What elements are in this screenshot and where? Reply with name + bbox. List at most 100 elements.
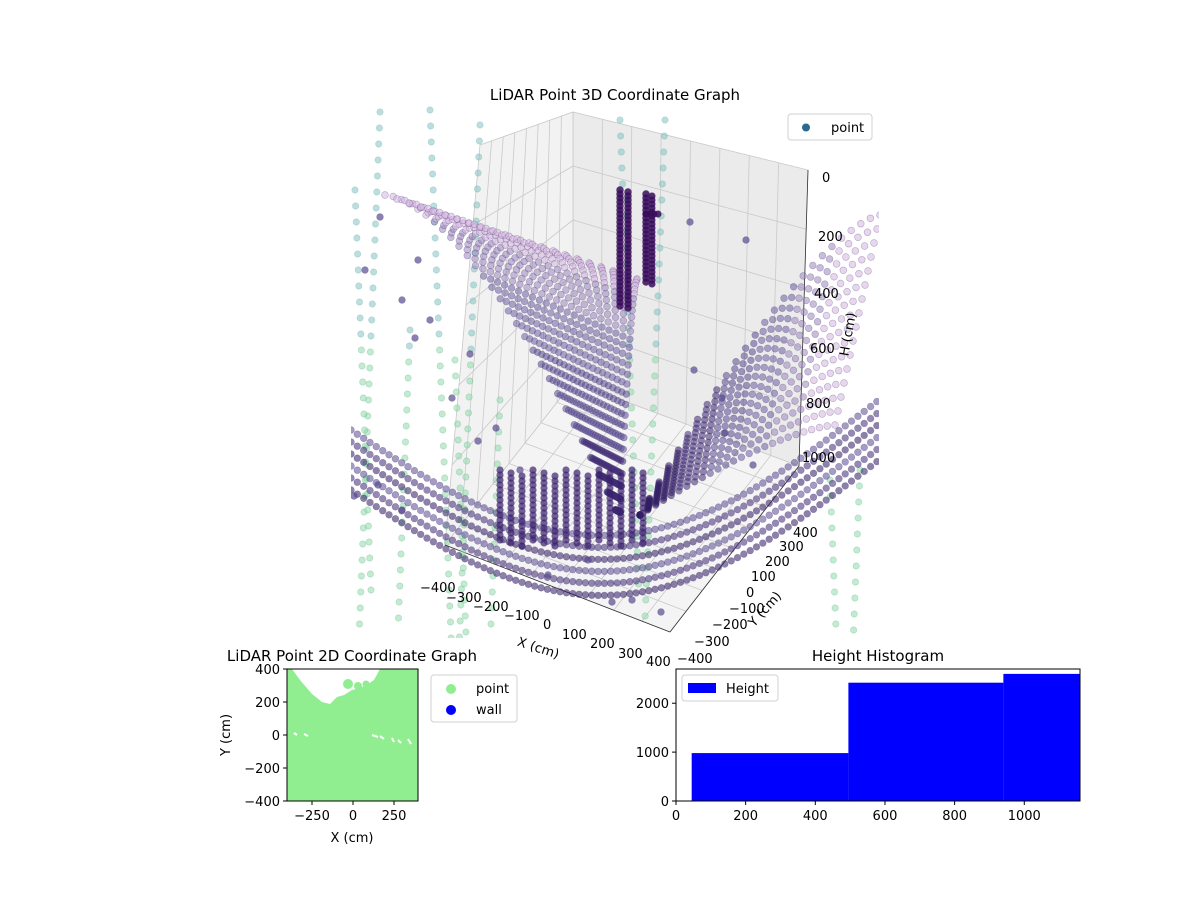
point-marker bbox=[600, 591, 609, 600]
point-marker bbox=[864, 267, 872, 275]
point-marker bbox=[579, 323, 588, 331]
point-marker bbox=[436, 481, 444, 490]
point-marker bbox=[366, 462, 374, 471]
point-marker bbox=[358, 556, 366, 564]
point-marker bbox=[474, 537, 482, 545]
point-marker bbox=[575, 590, 583, 598]
point-marker bbox=[499, 547, 507, 556]
point-marker bbox=[664, 522, 672, 530]
point-marker bbox=[373, 172, 381, 180]
point-marker bbox=[816, 477, 824, 485]
point-marker bbox=[373, 188, 381, 196]
point-marker bbox=[611, 313, 620, 322]
point-marker bbox=[741, 390, 749, 398]
point-marker bbox=[505, 574, 514, 582]
point-marker bbox=[714, 515, 723, 523]
point-marker bbox=[803, 486, 811, 494]
point-marker bbox=[722, 461, 730, 469]
point-marker bbox=[803, 474, 811, 482]
point-marker bbox=[455, 551, 463, 560]
point-marker bbox=[843, 288, 851, 296]
point-marker bbox=[518, 542, 526, 550]
point-marker bbox=[366, 348, 374, 356]
point-marker bbox=[537, 276, 545, 284]
point-marker bbox=[777, 394, 785, 403]
point-marker bbox=[771, 519, 780, 527]
point-marker bbox=[740, 490, 748, 498]
point-marker bbox=[842, 253, 850, 261]
point-marker bbox=[448, 500, 457, 508]
point-marker bbox=[627, 320, 635, 328]
point-marker bbox=[396, 566, 404, 574]
point-marker bbox=[423, 534, 431, 542]
point-marker bbox=[557, 322, 566, 330]
point-marker bbox=[518, 566, 526, 575]
point-marker bbox=[446, 602, 454, 610]
point-marker bbox=[737, 453, 746, 461]
x-axis-ticks: −400 −300 −200 −100 0 100 200 300 400 bbox=[420, 581, 671, 670]
point-marker bbox=[841, 446, 849, 454]
point-marker bbox=[543, 585, 552, 593]
point-marker bbox=[376, 108, 384, 116]
point-marker bbox=[594, 567, 602, 576]
z-tick: 400 bbox=[814, 287, 839, 302]
y-tick: −200 bbox=[712, 618, 748, 633]
point-marker bbox=[553, 265, 562, 274]
point-marker bbox=[414, 256, 422, 264]
point-marker bbox=[740, 538, 748, 546]
point-marker bbox=[854, 424, 862, 432]
point-marker bbox=[595, 299, 603, 308]
point-marker bbox=[488, 604, 496, 612]
point-marker bbox=[829, 556, 837, 564]
point-marker bbox=[649, 404, 657, 412]
point-marker bbox=[462, 628, 470, 636]
point-marker bbox=[584, 542, 592, 550]
point-marker bbox=[545, 316, 553, 325]
point-marker bbox=[807, 312, 815, 320]
point-marker bbox=[815, 423, 824, 432]
x-tick: 100 bbox=[562, 628, 587, 643]
point-marker bbox=[702, 556, 710, 565]
point-marker bbox=[765, 535, 773, 543]
point-marker bbox=[551, 260, 559, 268]
point-marker bbox=[360, 446, 368, 454]
point-marker bbox=[660, 132, 668, 140]
point-marker bbox=[398, 296, 406, 304]
point-marker bbox=[784, 475, 792, 483]
point-marker bbox=[538, 264, 546, 273]
point-marker bbox=[627, 313, 636, 321]
histogram-bar bbox=[1003, 673, 1080, 801]
point-marker bbox=[448, 548, 457, 556]
point-marker bbox=[870, 239, 878, 247]
point-marker bbox=[368, 316, 376, 324]
point-marker bbox=[544, 571, 552, 579]
point-marker bbox=[873, 433, 879, 442]
point-marker bbox=[524, 265, 533, 273]
y-tick: 2000 bbox=[636, 697, 669, 712]
point-marker bbox=[439, 426, 447, 434]
point-fill bbox=[287, 669, 418, 801]
point-marker bbox=[798, 320, 806, 328]
x-tick: 600 bbox=[873, 809, 898, 824]
point-marker bbox=[816, 441, 824, 449]
point-marker bbox=[372, 502, 380, 511]
point-marker bbox=[828, 443, 837, 452]
point-marker bbox=[501, 274, 509, 282]
point-marker bbox=[702, 520, 710, 529]
point-marker bbox=[765, 523, 773, 531]
point-marker bbox=[721, 524, 729, 532]
point-marker bbox=[573, 539, 581, 547]
point-marker bbox=[815, 386, 824, 394]
point-marker bbox=[607, 353, 615, 361]
point-marker bbox=[752, 495, 761, 503]
point-marker bbox=[790, 482, 799, 491]
point-marker bbox=[715, 417, 723, 425]
point-marker bbox=[358, 362, 366, 370]
point-marker bbox=[790, 458, 799, 467]
point-marker bbox=[708, 566, 716, 574]
point-marker bbox=[799, 393, 807, 401]
point-marker bbox=[659, 496, 668, 504]
point-marker bbox=[429, 490, 438, 498]
point-marker bbox=[778, 347, 786, 355]
point-marker bbox=[873, 421, 879, 430]
